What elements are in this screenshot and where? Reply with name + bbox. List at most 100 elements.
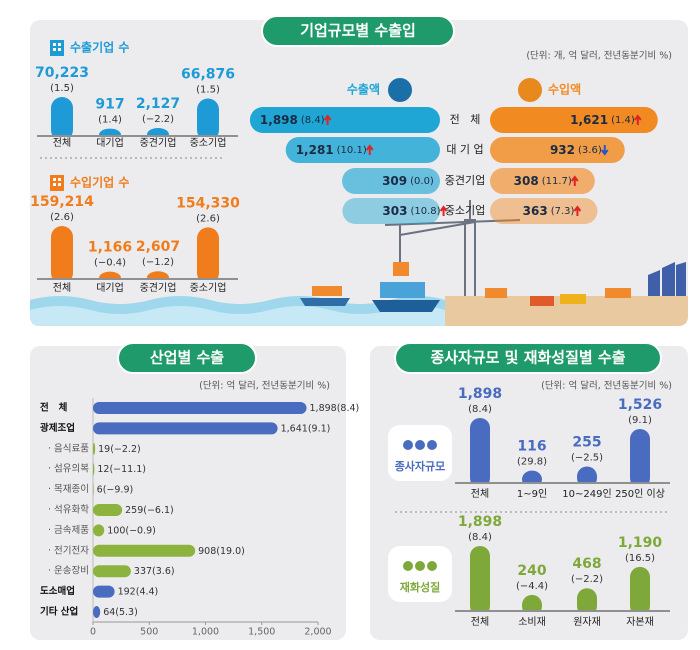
- badge-icon: [403, 440, 413, 450]
- bar-base: [97, 135, 123, 141]
- badge-icon: [415, 440, 425, 450]
- bar: [51, 226, 73, 284]
- value-text: 1,621: [570, 113, 608, 127]
- change-text: (−11.1): [109, 464, 146, 475]
- value-text: 192: [118, 586, 136, 597]
- bar: [93, 442, 96, 455]
- bar: [93, 483, 94, 496]
- value-text: 908: [198, 545, 216, 556]
- x-tick-label: 250인 이상: [615, 488, 665, 500]
- x-tick-label: 0: [90, 627, 96, 638]
- trend-arrow: [573, 205, 582, 216]
- ships: [300, 262, 686, 312]
- bar-base: [575, 482, 599, 488]
- badge-icon: [403, 561, 413, 571]
- change-text: (3.6): [152, 566, 175, 577]
- change-text: (0.0): [410, 176, 434, 187]
- change-text: (11.7): [542, 176, 572, 187]
- change-text: (3.6): [578, 145, 602, 156]
- change-label: (−1.2): [142, 257, 174, 268]
- bar-base: [520, 610, 544, 616]
- value-label: 70,223: [35, 65, 89, 81]
- value-text: 1,281: [296, 143, 334, 157]
- y-tick-label: · 목재종이: [48, 484, 89, 495]
- bar-base: [628, 482, 652, 488]
- change-label: (29.8): [517, 457, 547, 468]
- value-label: 468: [572, 556, 601, 572]
- change-label: (8.4): [468, 404, 492, 415]
- category-label: 중견기업: [445, 174, 485, 187]
- bar-base: [49, 278, 75, 284]
- trend-arrow: [323, 114, 332, 125]
- value-text: 19: [98, 443, 110, 454]
- value-text: 308: [514, 174, 539, 188]
- change-text: (10.1): [337, 145, 367, 156]
- bar: [93, 565, 131, 578]
- x-tick-label: 중견기업: [140, 281, 177, 294]
- value-text: 259: [125, 505, 143, 516]
- bar: [630, 428, 650, 488]
- bar: [630, 566, 650, 616]
- x-tick-label: 중견기업: [140, 136, 177, 149]
- value-label: 66,876: [181, 67, 235, 83]
- y-tick-label: · 운송장비: [48, 566, 89, 577]
- value-text: 1,898: [310, 403, 337, 414]
- x-tick-label: 전체: [53, 282, 71, 294]
- value-text: 932: [550, 143, 575, 157]
- legend-label: 수입액: [548, 83, 581, 97]
- value-label: 303 (10.8): [382, 204, 440, 218]
- value-label: 2,607: [136, 239, 180, 255]
- bar-base: [468, 610, 492, 616]
- change-text: (7.3): [551, 206, 575, 217]
- trend-arrow: [365, 144, 374, 155]
- change-label: (9.1): [628, 415, 652, 426]
- badge-icon: [427, 561, 437, 571]
- change-label: (8.4): [468, 532, 492, 543]
- bar: [93, 422, 278, 435]
- change-label: (−2.5): [571, 452, 603, 463]
- x-tick-label: 1,000: [192, 627, 219, 638]
- value-label: 100(−0.9): [107, 525, 156, 536]
- bar-base: [195, 135, 221, 141]
- value-label: 255: [572, 434, 601, 450]
- x-tick-label: 10~249인: [562, 488, 611, 500]
- bar: [93, 524, 105, 537]
- bar: [93, 544, 196, 557]
- chart-title: 수입기업 수: [70, 175, 129, 190]
- building-icon: [50, 40, 64, 191]
- badge-icon: [415, 561, 425, 571]
- x-tick-label: 대기업: [96, 281, 124, 294]
- change-label: (−4.4): [516, 581, 548, 592]
- x-tick-label: 500: [140, 627, 158, 638]
- funnel-bar: [490, 137, 625, 163]
- bar-base: [145, 278, 171, 284]
- change-text: (8.4): [337, 403, 360, 414]
- chart-title: 재화성질: [400, 580, 440, 594]
- bar-base: [520, 482, 544, 488]
- y-tick-label: 기타 산업: [40, 606, 78, 618]
- x-tick-label: 2,000: [304, 627, 331, 638]
- bar: [577, 588, 597, 616]
- bar-base: [575, 610, 599, 616]
- value-label: 1,281 (10.1): [296, 143, 367, 157]
- legend-label: 수출액: [347, 82, 380, 97]
- value-text: 12: [97, 464, 109, 475]
- funnel-bar: [342, 168, 440, 194]
- x-tick-label: 자본재: [626, 616, 654, 628]
- value-label: 917: [95, 97, 124, 113]
- funnel-bar: [342, 198, 440, 224]
- category-label: 전 체: [450, 113, 481, 126]
- water: [30, 306, 445, 326]
- value-text: 363: [523, 204, 548, 218]
- y-tick-label: · 금속제품: [48, 525, 89, 536]
- value-label: 259(−6.1): [125, 505, 174, 516]
- value-text: 309: [382, 174, 407, 188]
- value-text: 64: [103, 607, 115, 618]
- bar: [93, 606, 101, 618]
- change-text: (−9.9): [103, 484, 133, 495]
- badge-icon: [427, 440, 437, 450]
- value-text: 337: [134, 566, 152, 577]
- value-label: 1,526: [618, 397, 662, 413]
